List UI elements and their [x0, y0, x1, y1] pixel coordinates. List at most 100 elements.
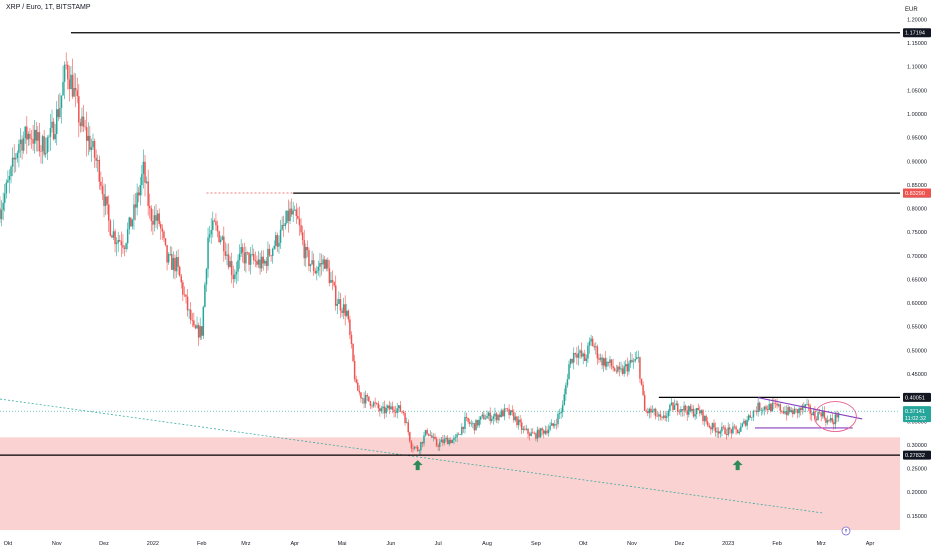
candle: [189, 302, 192, 325]
candle-body: [323, 259, 326, 269]
candle-body: [568, 364, 570, 380]
candle-body: [746, 419, 748, 426]
candle: [665, 412, 668, 422]
candle-body: [311, 260, 313, 265]
candle: [226, 243, 228, 266]
candle: [628, 360, 630, 375]
candle: [201, 325, 203, 340]
candle-body: [538, 429, 540, 438]
candle-body: [645, 410, 647, 412]
candle: [183, 286, 186, 298]
candle: [613, 366, 616, 372]
candle-body: [593, 346, 595, 348]
candle-body: [664, 415, 666, 418]
candle: [398, 404, 400, 413]
candle: [177, 249, 179, 275]
candle-body: [164, 238, 167, 246]
candle-body: [506, 408, 509, 410]
candle-body: [207, 237, 209, 269]
candle: [197, 322, 200, 346]
candle-body: [316, 270, 318, 274]
candle: [205, 267, 208, 292]
candle: [620, 361, 622, 373]
candle-body: [450, 440, 452, 444]
candle-body: [407, 422, 409, 433]
y-tick-label: 0.25000: [907, 467, 927, 473]
candle-body: [517, 419, 520, 426]
candle: [795, 408, 797, 413]
candle-body: [768, 404, 770, 411]
candle-body: [658, 414, 660, 417]
candle: [259, 252, 261, 275]
candle-body: [152, 220, 154, 225]
candle-body: [150, 208, 153, 221]
candle-body: [522, 428, 525, 430]
candle-body: [495, 413, 498, 421]
candle-body: [341, 310, 343, 313]
candle: [580, 342, 583, 359]
candle: [13, 144, 15, 173]
candle: [424, 429, 427, 437]
candle-body: [547, 429, 550, 434]
candle: [33, 119, 36, 154]
candle-body: [391, 406, 394, 410]
candle: [454, 433, 457, 442]
candle-body: [721, 426, 723, 432]
candle-body: [289, 208, 291, 222]
marker-price-tag-text: 0.83290: [905, 191, 925, 197]
candle: [584, 349, 586, 362]
candle-body: [327, 259, 329, 269]
candle-body: [401, 411, 403, 413]
candle: [568, 360, 570, 380]
candle-body: [549, 425, 551, 430]
candle-body: [427, 433, 430, 436]
candle-body: [328, 268, 331, 283]
candle: [199, 317, 201, 340]
candle: [446, 435, 449, 445]
candle-body: [147, 181, 149, 207]
candle-body: [505, 408, 507, 410]
candle-body: [40, 151, 42, 152]
candle: [552, 423, 554, 429]
candle: [591, 335, 594, 347]
candle-body: [516, 416, 518, 426]
candle-body: [812, 411, 815, 416]
candle: [579, 348, 581, 359]
candle: [364, 390, 367, 408]
candle: [577, 345, 580, 366]
candle: [413, 446, 416, 451]
candle-body: [259, 259, 261, 269]
candle-body: [136, 192, 138, 208]
candle-body: [514, 416, 517, 421]
candle: [325, 258, 328, 272]
candle-body: [74, 88, 77, 91]
candle: [520, 418, 523, 435]
candle-body: [38, 132, 41, 152]
candle: [680, 406, 682, 417]
candle: [443, 434, 446, 446]
candle: [730, 428, 733, 439]
candle: [451, 439, 454, 444]
candle: [822, 406, 824, 419]
candle-body: [22, 138, 25, 151]
highlight-ellipse: [813, 401, 857, 432]
candle: [383, 400, 386, 419]
candle: [500, 408, 502, 418]
candle-body: [180, 276, 183, 283]
candle: [336, 298, 339, 315]
candle-body: [678, 411, 681, 413]
candle: [104, 184, 107, 216]
candle-body: [536, 429, 539, 439]
candle: [245, 246, 247, 273]
candle: [782, 407, 785, 415]
y-tick-label: 0.65000: [907, 277, 927, 283]
candle: [101, 176, 104, 200]
candle-body: [59, 107, 61, 118]
candle: [407, 419, 409, 436]
candle-body: [339, 299, 342, 311]
candle: [317, 260, 320, 276]
candle-body: [541, 428, 543, 431]
candle-body: [502, 410, 504, 417]
candle: [647, 407, 649, 417]
